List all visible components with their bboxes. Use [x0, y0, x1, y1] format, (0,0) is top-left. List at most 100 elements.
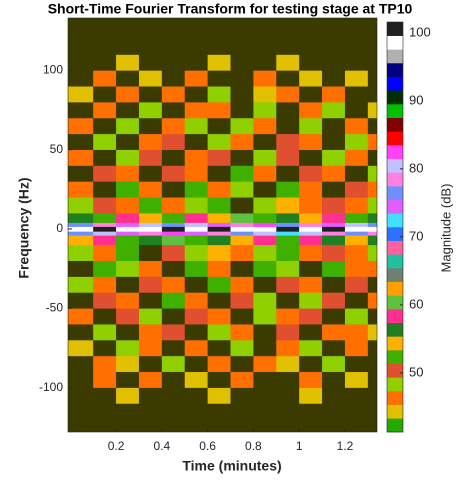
cell: [322, 340, 346, 357]
cell: [68, 117, 94, 135]
cell: [93, 38, 117, 55]
colorbar-swatch: [387, 418, 403, 433]
cell: [161, 324, 186, 341]
x-tick-label: 0.8: [245, 439, 262, 453]
cell: [93, 149, 117, 166]
cell: [93, 226, 117, 232]
cell: [116, 226, 140, 232]
cell: [116, 102, 140, 119]
y-tick-label: 0: [56, 221, 63, 235]
cell: [367, 102, 377, 119]
cell: [138, 355, 163, 373]
colorbar-tick-label: 90: [409, 92, 423, 107]
cell: [367, 222, 377, 227]
cell: [230, 244, 254, 261]
colorbar-swatch: [387, 254, 403, 269]
cell: [344, 222, 369, 227]
cell: [138, 292, 163, 309]
cell: [322, 181, 346, 198]
cell: [161, 181, 186, 198]
cell: [367, 226, 377, 232]
cell: [299, 22, 323, 39]
cell: [230, 387, 254, 404]
cell: [230, 149, 254, 166]
cell: [138, 260, 163, 277]
colorbar-swatch: [387, 322, 403, 337]
cell: [253, 226, 277, 232]
cell: [138, 197, 163, 214]
cell: [230, 54, 254, 71]
cell: [116, 22, 140, 39]
cell: [253, 165, 277, 182]
cell: [184, 86, 208, 103]
cell: [207, 133, 231, 150]
colorbar-swatch: [387, 22, 403, 36]
cell: [93, 86, 117, 103]
cell: [138, 22, 163, 39]
cell: [276, 54, 300, 71]
cell: [276, 231, 300, 236]
cell: [207, 86, 231, 103]
cell: [322, 387, 346, 404]
cell: [276, 324, 300, 341]
cell: [93, 244, 117, 261]
cell: [230, 102, 254, 119]
cell: [138, 324, 163, 341]
cell: [138, 419, 163, 432]
cell: [253, 181, 277, 198]
cell: [253, 276, 277, 293]
plot-frame: [67, 17, 378, 433]
cell: [161, 70, 186, 87]
cell: [68, 371, 94, 388]
cell: [138, 222, 163, 227]
cell: [344, 86, 369, 103]
cell: [299, 235, 323, 246]
cell: [322, 403, 346, 420]
cell: [68, 226, 94, 232]
cell: [207, 181, 231, 198]
cell: [230, 197, 254, 214]
cell: [230, 181, 254, 198]
cell: [230, 292, 254, 309]
cell: [276, 355, 300, 373]
cell: [184, 371, 208, 388]
cell: [116, 340, 140, 357]
cell: [116, 292, 140, 309]
cell: [161, 235, 186, 246]
cell: [253, 102, 277, 119]
cell: [68, 181, 94, 198]
cell: [184, 222, 208, 227]
cell: [184, 226, 208, 232]
cell: [276, 292, 300, 309]
cell: [344, 22, 369, 39]
cell: [207, 117, 231, 135]
cell: [116, 86, 140, 103]
cell: [253, 387, 277, 404]
cell: [68, 235, 94, 246]
cell: [161, 244, 186, 261]
cell: [116, 54, 140, 71]
cell: [116, 403, 140, 420]
cell: [253, 292, 277, 309]
colorbar-tick-label: 70: [409, 228, 423, 243]
cell: [299, 102, 323, 119]
cell: [344, 54, 369, 71]
cell: [276, 419, 300, 432]
cell: [230, 371, 254, 388]
cell: [299, 260, 323, 277]
cell: [116, 133, 140, 150]
cell: [299, 70, 323, 87]
cell: [68, 308, 94, 325]
cell: [230, 38, 254, 55]
cell: [184, 387, 208, 404]
cell: [207, 226, 231, 232]
cell: [367, 244, 377, 261]
cell: [367, 387, 377, 404]
y-axis-label: Frequency (Hz): [16, 177, 32, 278]
cell: [68, 102, 94, 119]
cell: [116, 222, 140, 227]
cell: [68, 292, 94, 309]
cell: [116, 149, 140, 166]
cell: [93, 117, 117, 135]
cell: [367, 149, 377, 166]
